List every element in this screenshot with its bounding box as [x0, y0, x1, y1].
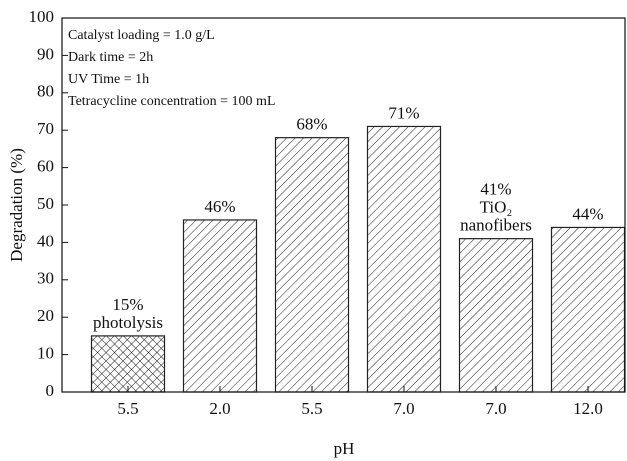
value-label: 68% — [296, 115, 327, 134]
y-tick-label: 0 — [46, 381, 55, 400]
x-tick-label: 12.0 — [573, 399, 603, 418]
bar — [458, 238, 534, 393]
x-tick-label: 5.5 — [117, 399, 138, 418]
bar-note: nanofibers — [460, 216, 532, 235]
x-tick-label: 2.0 — [209, 399, 230, 418]
y-tick-label: 80 — [37, 82, 54, 101]
condition-text: Tetracycline concentration = 100 mL — [68, 94, 276, 109]
y-tick-label: 60 — [37, 157, 54, 176]
condition-text: Dark time = 2h — [68, 50, 153, 65]
y-tick-label: 10 — [37, 344, 54, 363]
bar — [274, 137, 350, 393]
x-tick-label: 7.0 — [393, 399, 414, 418]
y-axis-label: Degradation (%) — [7, 148, 26, 262]
y-tick-label: 70 — [37, 119, 54, 138]
bar-note: TiO₂ — [480, 198, 513, 217]
value-label: 71% — [388, 103, 419, 122]
x-tick-label: 5.5 — [301, 399, 322, 418]
y-tick-label: 50 — [37, 194, 54, 213]
y-tick-label: 90 — [37, 44, 54, 63]
value-label: 46% — [204, 197, 235, 216]
y-tick-label: 30 — [37, 269, 54, 288]
value-label: 41% — [480, 180, 511, 199]
bar — [366, 125, 442, 393]
x-axis-label: pH — [334, 439, 355, 458]
condition-text: UV Time = 1h — [68, 72, 149, 87]
bar — [90, 335, 166, 393]
y-tick-label: 40 — [37, 231, 54, 250]
bar-note: photolysis — [93, 313, 163, 332]
x-tick-label: 7.0 — [485, 399, 506, 418]
plot-frame — [61, 17, 626, 393]
bar — [182, 219, 258, 393]
bar — [550, 226, 626, 393]
y-tick-label: 20 — [37, 306, 54, 325]
value-label: 15% — [112, 295, 143, 314]
y-tick-label: 100 — [29, 7, 55, 26]
condition-text: Catalyst loading = 1.0 g/L — [68, 28, 215, 43]
value-label: 44% — [572, 204, 603, 223]
